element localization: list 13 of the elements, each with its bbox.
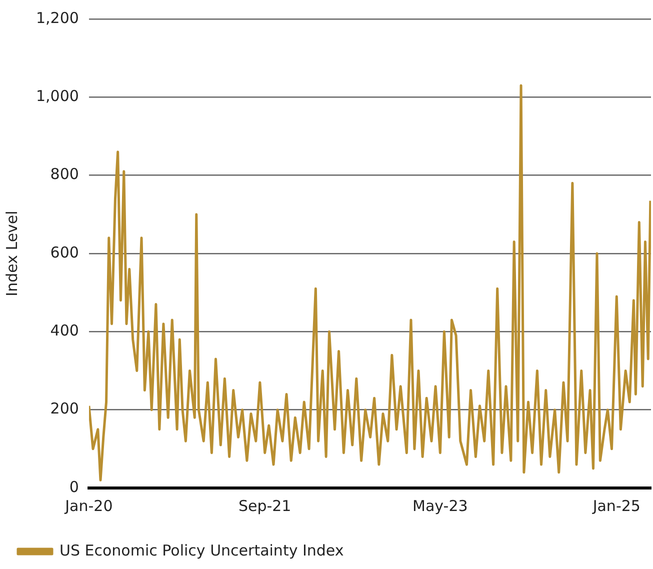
y-tick-label: 200 xyxy=(50,400,79,418)
y-tick-label: 400 xyxy=(50,322,79,340)
y-tick-label: 800 xyxy=(50,165,79,184)
y-tick-label: 1,200 xyxy=(36,8,79,27)
x-tick-label: Jan-20 xyxy=(64,496,113,515)
y-axis-title: Index Level xyxy=(2,210,21,296)
x-tick-label: Jan-25 xyxy=(592,496,640,515)
y-tick-label: 0 xyxy=(69,478,79,496)
y-tick-label: 1,000 xyxy=(36,87,79,106)
x-tick-label: Sep-21 xyxy=(238,496,292,515)
x-tick-label: May-23 xyxy=(412,496,468,515)
y-tick-label: 600 xyxy=(50,243,79,262)
legend-label: US Economic Policy Uncertainty Index xyxy=(60,541,344,560)
